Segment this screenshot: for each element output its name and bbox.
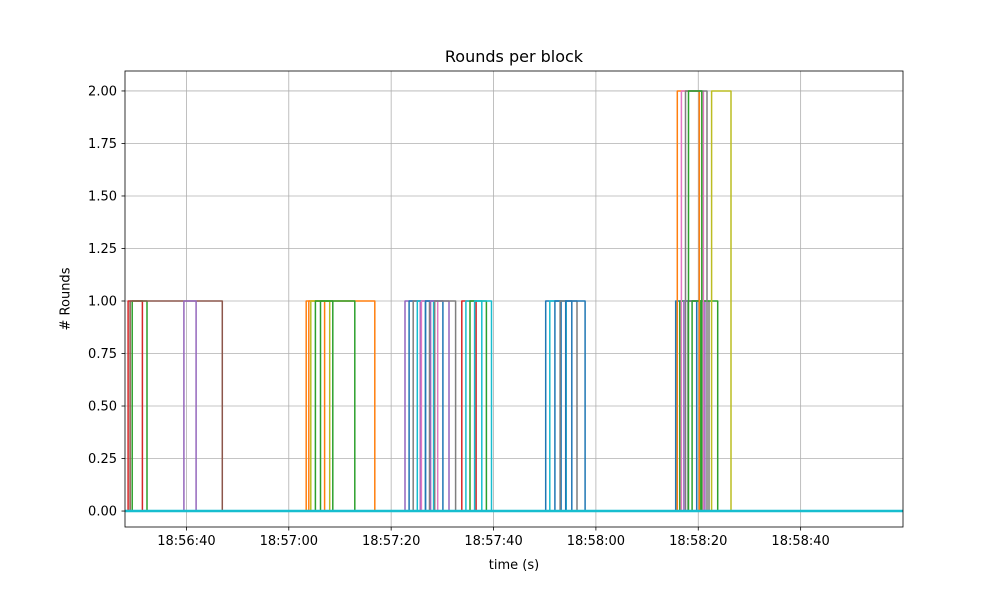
- x-tick-label: 18:57:40: [464, 534, 522, 549]
- plot-border: [124, 70, 904, 528]
- x-tick-label: 18:56:40: [157, 534, 215, 549]
- y-tick-label: 0.00: [88, 505, 117, 520]
- x-tick-label: 18:58:40: [771, 534, 829, 549]
- x-tick-label: 18:57:00: [260, 534, 318, 549]
- y-tick-label: 0.50: [88, 400, 117, 415]
- x-tick-label: 18:57:20: [362, 534, 420, 549]
- x-axis-label: time (s): [488, 558, 540, 573]
- y-tick-label: 1.75: [88, 137, 117, 152]
- y-tick-label: 1.00: [88, 294, 117, 309]
- x-tick-label: 18:58:00: [567, 534, 625, 549]
- y-tick-label: 2.00: [88, 84, 117, 99]
- x-tick-label: 18:58:20: [669, 534, 727, 549]
- chart-title: Rounds per block: [444, 47, 584, 66]
- y-tick-label: 1.25: [88, 242, 117, 257]
- y-tick-label: 0.25: [88, 452, 117, 467]
- y-tick-label: 1.50: [88, 189, 117, 204]
- y-tick-label: 0.75: [88, 347, 117, 362]
